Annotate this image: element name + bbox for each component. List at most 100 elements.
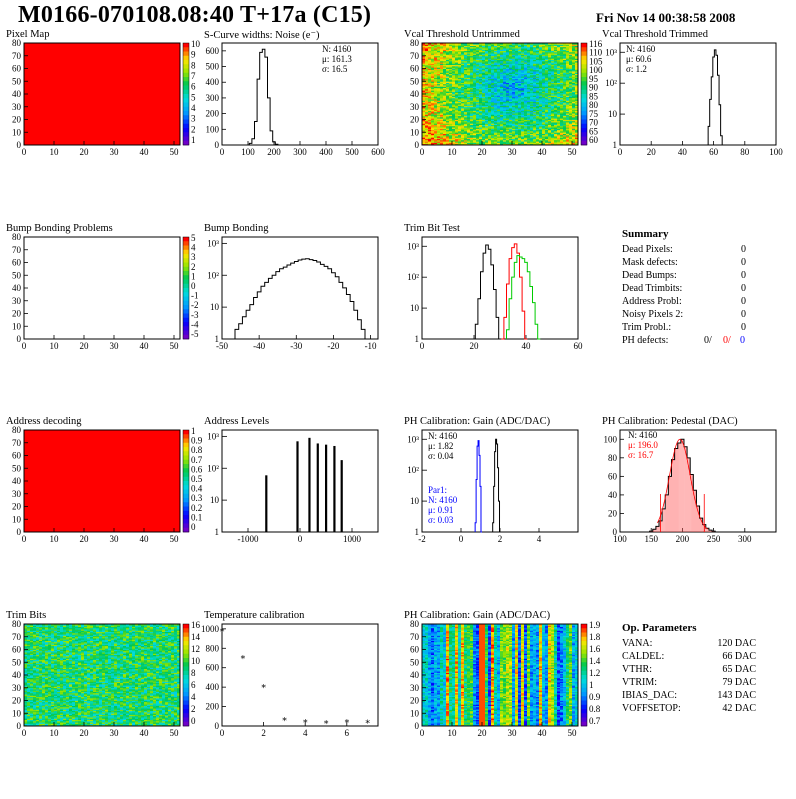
stats-line: μ: 161.3: [322, 54, 352, 64]
x-tick-label: 60: [574, 341, 584, 351]
heatmap-cells: [24, 624, 180, 726]
summary-row: Dead Pixels:0: [622, 244, 746, 257]
colorbar-segment: [183, 284, 189, 289]
histogram-series: [507, 256, 541, 339]
colorbar-segment: [183, 439, 189, 444]
x-tick-label: 250: [707, 534, 721, 544]
x-tick-label: 30: [508, 147, 518, 157]
y-tick-label: 30: [12, 489, 22, 499]
colorbar-segment: [183, 485, 189, 490]
stats2-line: μ: 0.91: [428, 505, 453, 515]
x-tick-label: 20: [647, 147, 657, 157]
x-tick-label: 40: [140, 534, 150, 544]
colorbar-tick-label: 1: [191, 271, 196, 281]
heatmap-fill: [24, 43, 180, 145]
x-tick-label: 30: [110, 534, 120, 544]
summary-label: PH defects:: [622, 335, 668, 346]
y-tick-label: 10³: [407, 241, 419, 251]
summary-label: Dead Trimbits:: [622, 283, 682, 294]
y-tick-label: 300: [206, 93, 220, 103]
colorbar-segment: [183, 90, 189, 95]
x-tick-label: -1000: [238, 534, 259, 544]
y-tick-label: 10²: [207, 270, 219, 280]
colorbar-segment: [581, 132, 587, 137]
x-tick-label: 200: [267, 147, 281, 157]
x-tick-label: 0: [459, 534, 464, 544]
colorbar-segment: [183, 511, 189, 516]
summary-label: Noisy Pixels 2:: [622, 309, 683, 320]
y-tick-label: 20: [12, 502, 22, 512]
colorbar-segment: [183, 137, 189, 142]
y-tick-label: 70: [12, 245, 22, 255]
y-tick-label: 60: [608, 471, 618, 481]
colorbar-segment: [183, 292, 189, 297]
colorbar-segment: [183, 43, 189, 48]
x-tick-label: 0: [420, 341, 425, 351]
y-tick-label: 60: [410, 64, 420, 74]
x-tick-label: 60: [709, 147, 719, 157]
stats-line: σ: 0.04: [428, 451, 454, 461]
spike-bar: [333, 446, 335, 532]
summary-row-ph-defects: PH defects: 0/ 0/ 0: [622, 335, 746, 348]
colorbar-segment: [183, 280, 189, 285]
histogram-series: [247, 49, 283, 145]
colorbar-segment: [183, 237, 189, 242]
y-tick-label: 0: [215, 140, 220, 150]
colorbar-segment: [183, 305, 189, 310]
colorbar-tick-label: 3: [191, 252, 196, 262]
colorbar-segment: [581, 124, 587, 129]
colorbar-segment: [183, 515, 189, 520]
colorbar-segment: [183, 507, 189, 512]
plot-frame: [222, 43, 378, 145]
x-tick-label: 20: [478, 147, 488, 157]
colorbar-segment: [183, 56, 189, 61]
colorbar-segment: [581, 141, 587, 146]
summary-row: Dead Bumps:0: [622, 270, 746, 283]
stats-line: N: 4160: [428, 431, 458, 441]
y-tick-label: 0: [17, 334, 22, 344]
histogram-series: [473, 245, 502, 339]
summary-row: Address Probl:0: [622, 296, 746, 309]
y-tick-label: 10: [410, 496, 420, 506]
y-tick-label: 30: [12, 296, 22, 306]
colorbar-segment: [183, 502, 189, 507]
colorbar-segment: [581, 111, 587, 116]
colorbar-segment: [183, 64, 189, 69]
summary-value: 0: [741, 270, 746, 281]
colorbar-segment: [183, 490, 189, 495]
y-tick-label: 40: [12, 89, 22, 99]
summary-label: Dead Pixels:: [622, 244, 673, 255]
x-tick-label: 150: [644, 534, 658, 544]
x-tick-label: 40: [538, 147, 548, 157]
summary-value: 0: [741, 322, 746, 333]
colorbar-segment: [183, 124, 189, 129]
y-tick-label: 70: [410, 51, 420, 61]
colorbar-segment: [581, 90, 587, 95]
y-tick-label: 40: [608, 490, 618, 500]
colorbar-segment: [183, 314, 189, 319]
x-tick-label: 10: [448, 147, 458, 157]
colorbar-segment: [183, 494, 189, 499]
y-tick-label: 0: [613, 527, 618, 537]
y-tick-label: 70: [12, 438, 22, 448]
y-tick-label: 30: [410, 102, 420, 112]
colorbar-segment: [183, 528, 189, 533]
ph-defects-blue: 0: [740, 335, 745, 346]
page-date: Fri Nov 14 00:38:58 2008: [596, 10, 735, 26]
colorbar-segment: [183, 456, 189, 461]
colorbar-segment: [183, 430, 189, 435]
colorbar-tick-label: 9: [191, 50, 196, 60]
y-tick-label: 10³: [207, 238, 219, 248]
heatmap-cells: [422, 43, 578, 145]
